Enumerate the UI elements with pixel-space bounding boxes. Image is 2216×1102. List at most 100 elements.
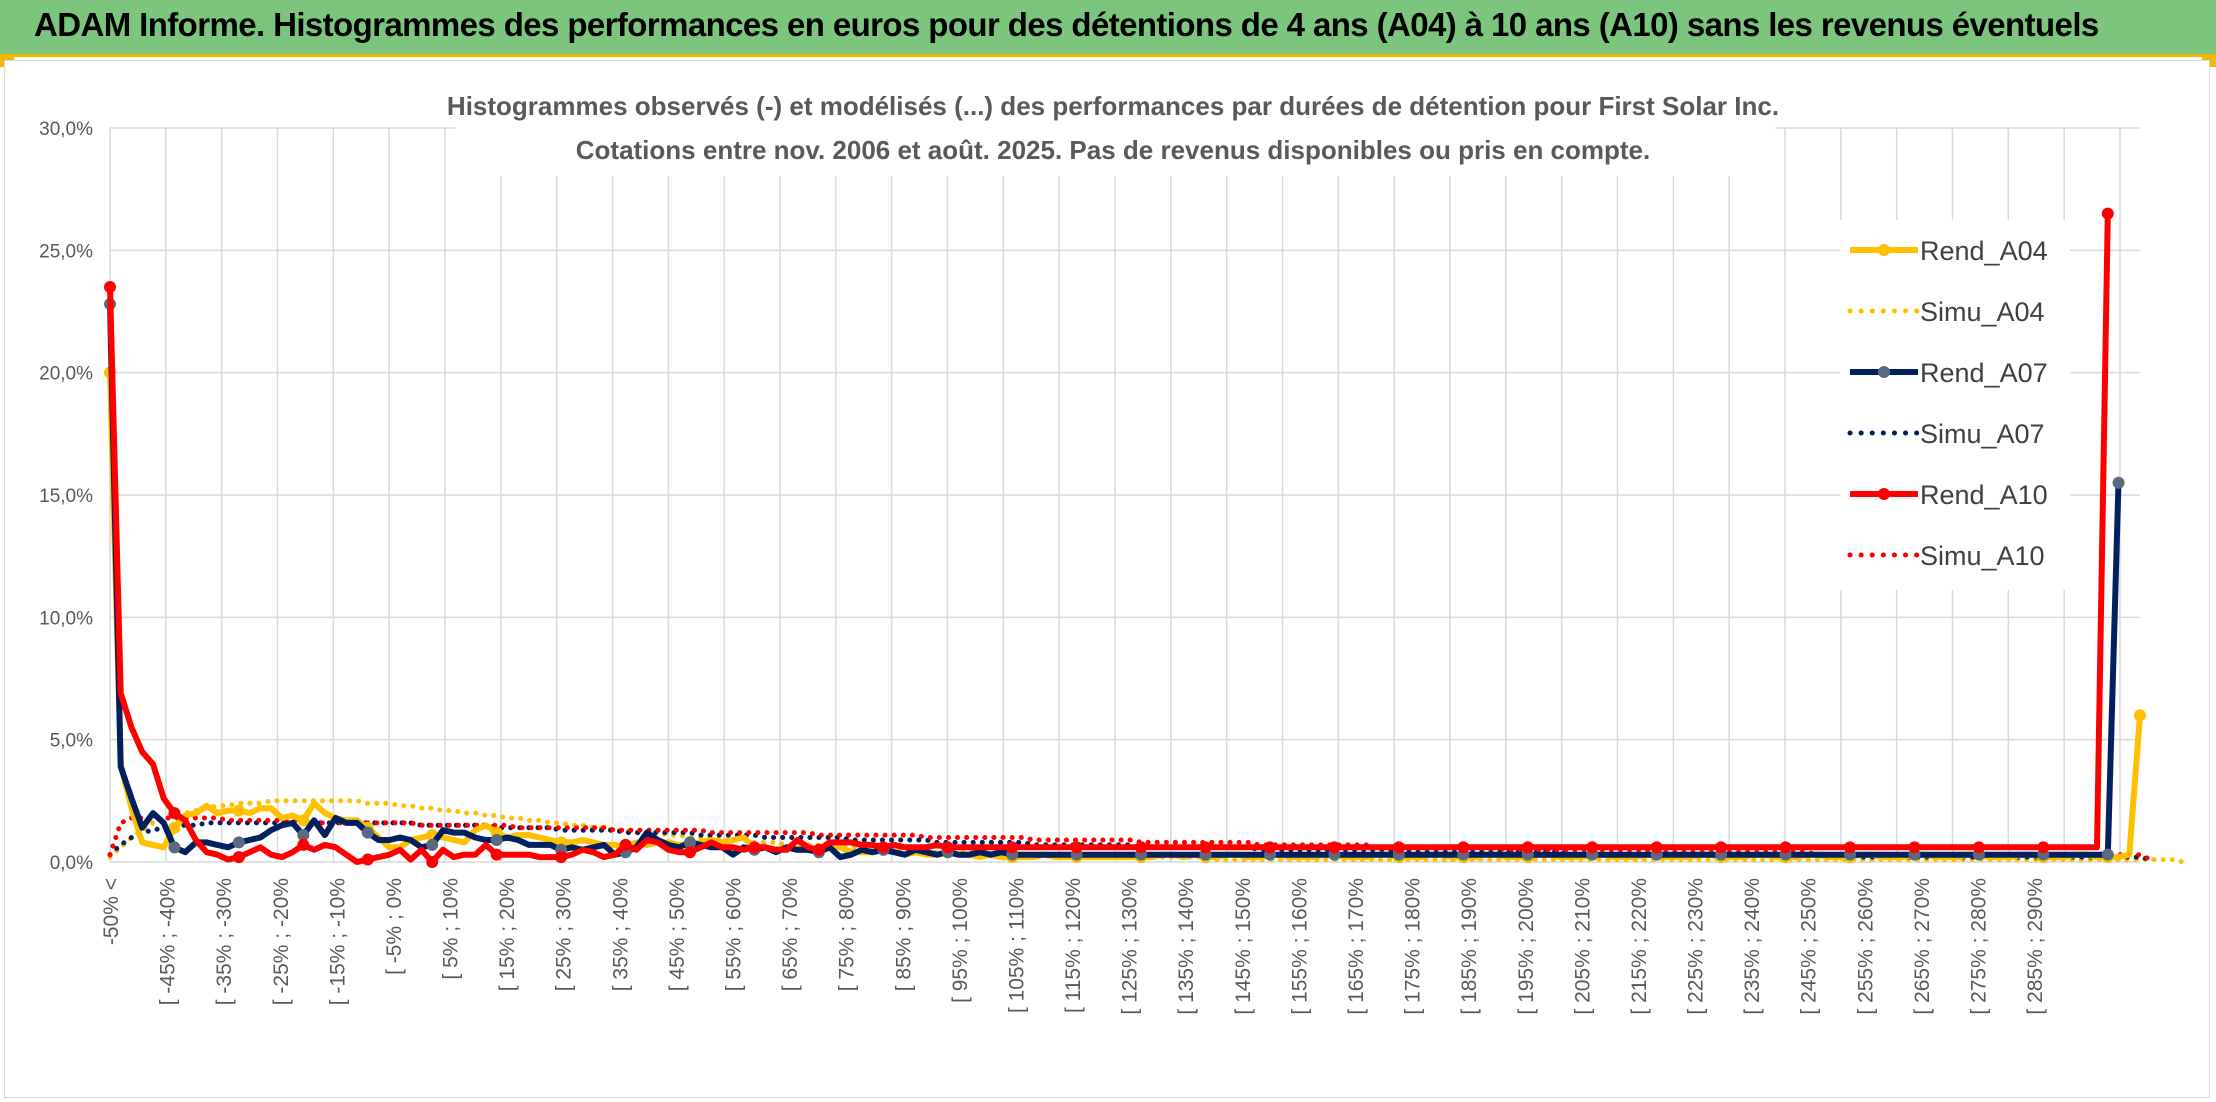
legend-label: Simu_A10 [1920,541,2045,571]
data-point [361,853,374,866]
data-point [941,841,954,854]
series-layer [104,207,2186,868]
x-tick-label: [ 195% ; 200% [1515,878,1538,1015]
data-point [104,281,116,294]
legend-marker [1878,488,1890,500]
data-point [1070,841,1083,854]
x-tick-label: [ 205% ; 210% [1571,878,1594,1015]
x-tick-label: [ 55% ; 60% [722,878,745,991]
data-point [361,826,374,839]
data-point [1908,841,1921,854]
legend-background [1840,220,2070,590]
x-tick-label: [ 255% ; 260% [1854,878,1877,1015]
data-point [619,838,632,851]
data-point [1135,841,1148,854]
data-point [297,814,310,827]
x-tick-label: [ 145% ; 150% [1232,878,1255,1015]
data-point [1586,841,1599,854]
data-point [684,836,696,849]
legend: Rend_A04 Simu_A04 Rend_A07 Simu_A07 Rend_A10… [1847,236,2048,571]
data-point [232,836,245,849]
x-axis-ticks: -50% < [ -45% ; -40% [ -35% ; -30% [ -25% ;… [100,878,2047,1015]
data-point [1457,841,1470,854]
x-tick-label: [ 215% ; 220% [1628,878,1651,1015]
x-tick-label: [ -25% ; -20% [270,878,293,1005]
data-point [812,843,825,856]
data-point [684,846,696,859]
x-tick-label: [ 125% ; 130% [1119,878,1142,1015]
data-point [2101,207,2114,220]
data-point [490,848,503,861]
data-point [877,841,890,854]
x-tick-label: [ 155% ; 160% [1288,878,1311,1015]
x-tick-label: [ 275% ; 280% [1967,878,1990,1015]
y-tick-label: 20,0% [39,364,93,385]
y-tick-label: 15,0% [39,486,93,507]
x-tick-label: [ 45% ; 50% [666,878,689,991]
x-tick-label: [ 65% ; 70% [779,878,802,991]
legend-item-simu-a10: Simu_A10 [1847,541,2045,571]
y-tick-label: 30,0% [39,119,93,140]
x-tick-label: [ 75% ; 80% [836,878,859,991]
y-tick-label: 25,0% [39,241,93,262]
x-tick-label: [ 185% ; 190% [1458,878,1481,1015]
x-tick-label: [ 165% ; 170% [1345,878,1368,1015]
x-tick-label: [ 105% ; 110% [1005,878,1028,1013]
page-title: ADAM Informe. Histogrammes des performan… [34,6,2099,43]
legend-marker [1878,366,1890,378]
x-tick-label: [ 135% ; 140% [1175,878,1198,1015]
x-tick-label: [ 5% ; 10% [440,878,463,980]
data-point [2037,841,2050,854]
data-point [232,804,245,817]
data-point [1972,841,1985,854]
legend-label: Simu_A04 [1920,297,2045,327]
data-point [490,833,503,846]
legend-label: Simu_A07 [1920,419,2045,449]
x-tick-label: [ 175% ; 180% [1402,878,1425,1015]
x-tick-label: [ 265% ; 270% [1911,878,1934,1015]
data-point [1521,841,1534,854]
x-tick-label: [ 25% ; 30% [553,878,576,991]
y-tick-label: 5,0% [50,731,93,752]
data-point [1650,841,1663,854]
x-tick-label: [ 85% ; 90% [892,878,915,991]
data-point [1779,841,1792,854]
series-rend-a10 [104,207,2114,868]
x-tick-label: [ -45% ; -40% [157,878,180,1005]
x-tick-label: [ 35% ; 40% [609,878,632,991]
x-tick-label: [ 245% ; 250% [1798,878,1821,1015]
data-point [168,807,181,820]
x-tick-label: [ 235% ; 240% [1741,878,1764,1015]
legend-item-simu-a07: Simu_A07 [1847,419,2045,449]
data-point [426,856,439,868]
x-tick-label: -50% < [100,878,123,945]
legend-label: Rend_A07 [1920,358,2048,388]
series-line [107,213,2111,865]
data-point [232,851,245,864]
data-point [1006,841,1019,854]
legend-marker [1878,244,1890,256]
data-point [1392,841,1405,854]
x-tick-label: [ 285% ; 290% [2024,878,2047,1015]
data-point [2101,848,2114,861]
x-tick-label: [ 115% ; 120% [1062,878,1085,1013]
data-point [1328,841,1341,854]
series-line [107,372,2143,861]
x-tick-label: [ -15% ; -10% [326,878,349,1005]
data-point [1199,841,1212,854]
legend-item-rend-a10: Rend_A10 [1850,480,2048,510]
data-point [297,829,310,842]
legend-item-rend-a07: Rend_A07 [1850,358,2048,388]
legend-item-simu-a04: Simu_A04 [1847,297,2045,327]
data-point [2134,709,2146,722]
y-tick-label: 0,0% [50,853,93,874]
x-tick-label: [ 15% ; 20% [496,878,519,991]
y-tick-label: 10,0% [39,608,93,629]
series-rend-a04 [104,366,2146,864]
x-tick-label: [ 225% ; 230% [1685,878,1708,1015]
x-tick-label: [ -35% ; -30% [213,878,236,1005]
data-point [1264,841,1276,854]
data-point [555,851,568,864]
data-point [1844,841,1856,854]
